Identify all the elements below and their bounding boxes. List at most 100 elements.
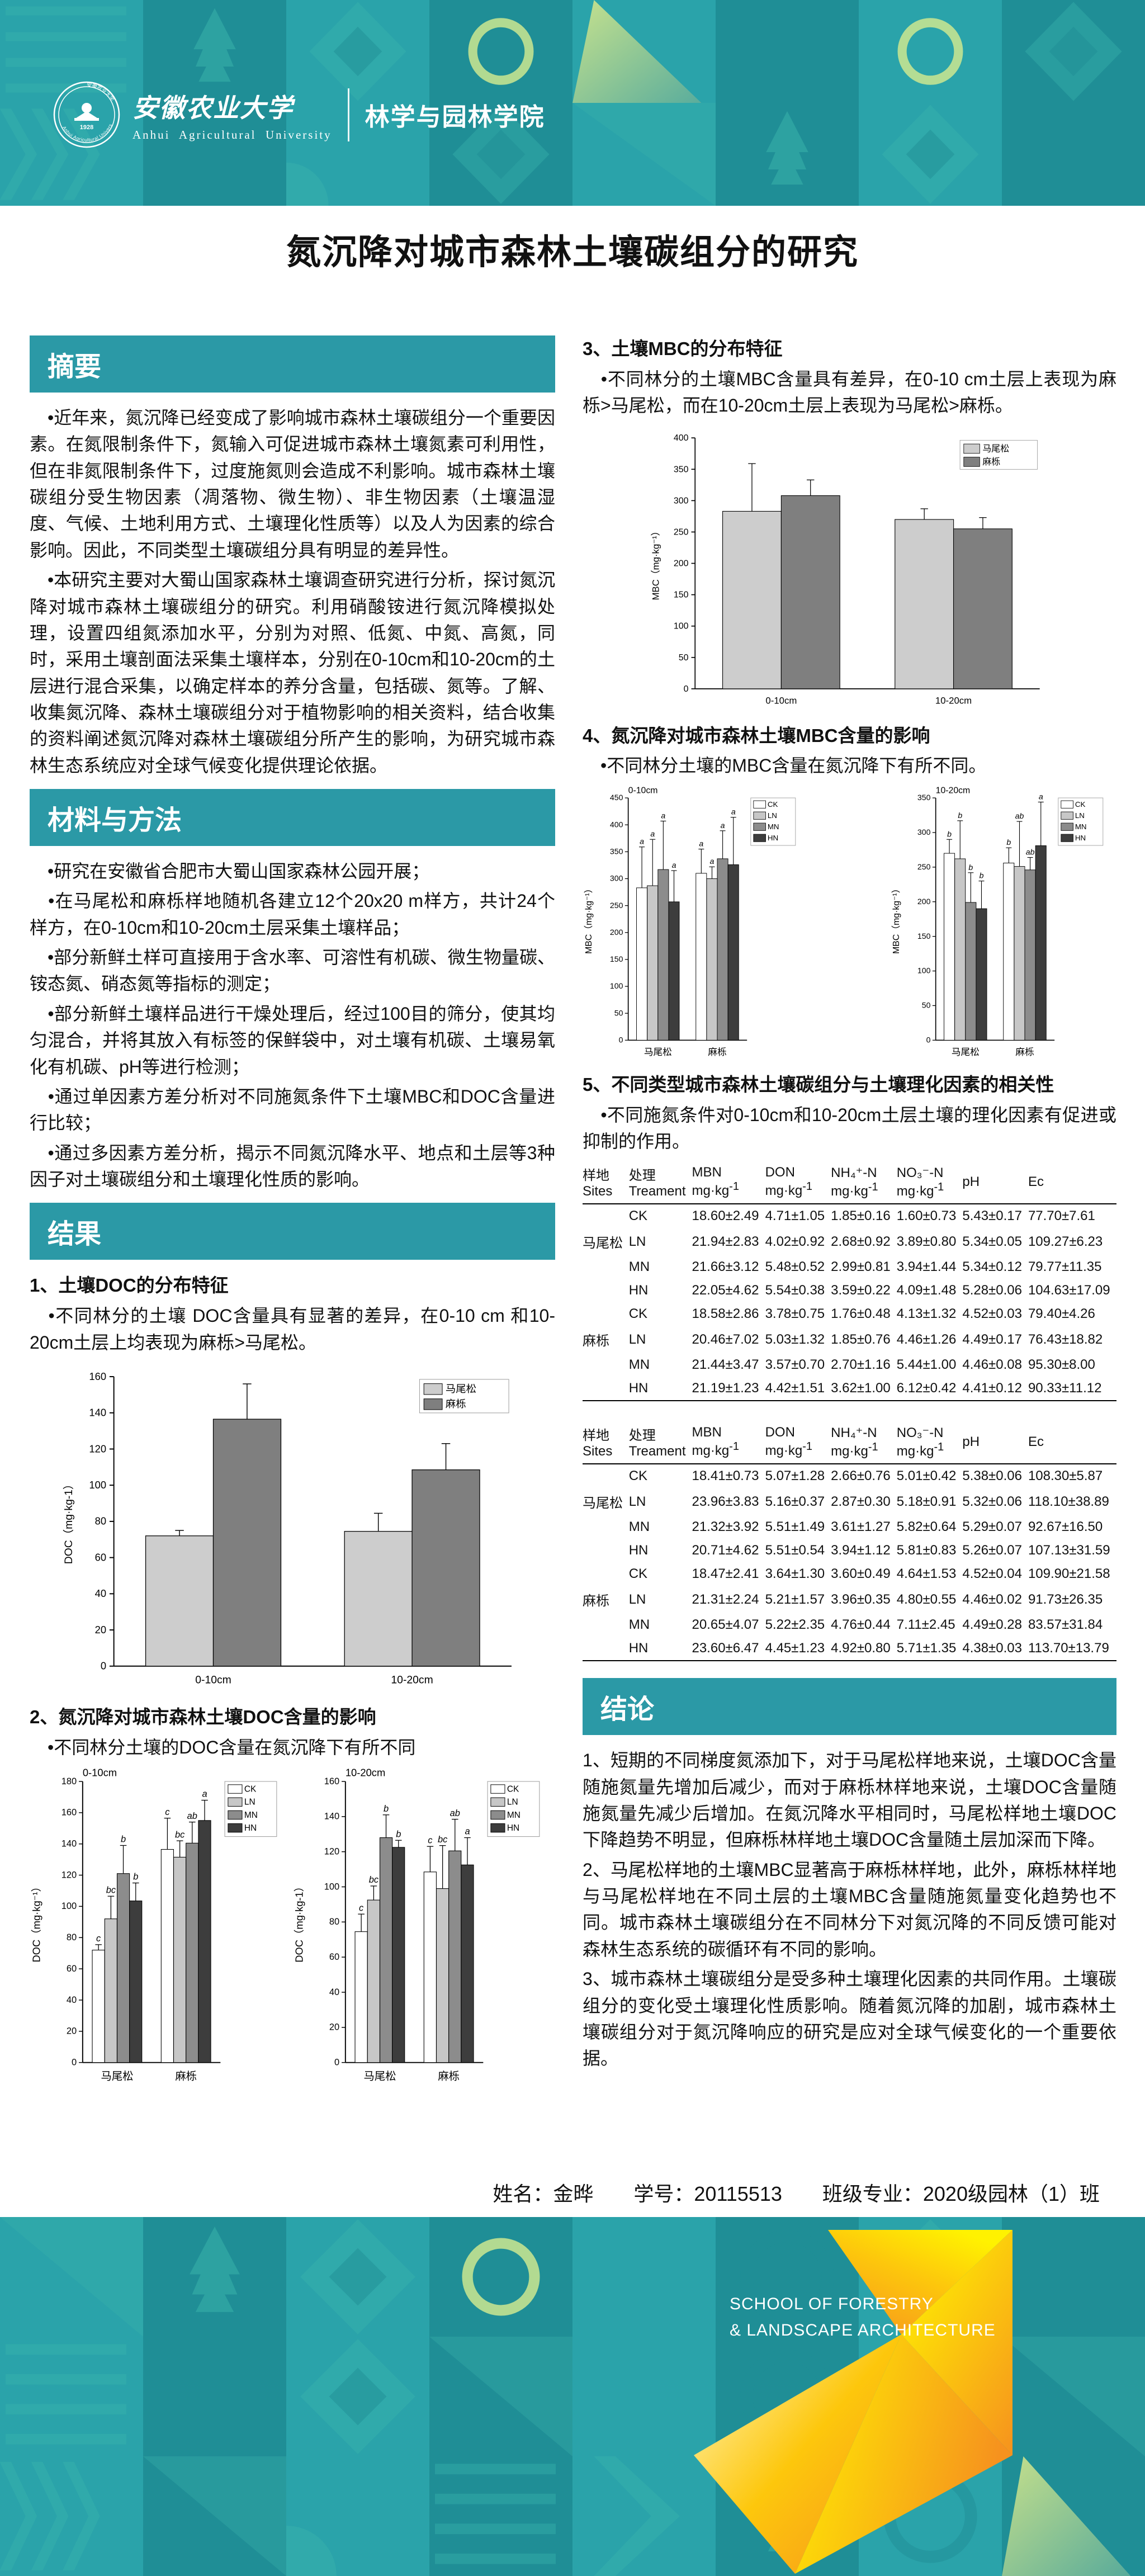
svg-text:HN: HN	[1075, 834, 1086, 842]
svg-text:100: 100	[89, 1479, 106, 1491]
svg-text:安徽农业大学: 安徽农业大学	[87, 82, 116, 102]
svg-text:100: 100	[673, 621, 688, 631]
svg-text:麻栎: 麻栎	[446, 1398, 466, 1410]
svg-text:0: 0	[334, 2058, 339, 2068]
svg-text:ab: ab	[450, 1808, 460, 1818]
svg-text:马尾松: 马尾松	[101, 2071, 134, 2083]
svg-text:400: 400	[673, 433, 688, 443]
svg-text:b: b	[133, 1872, 138, 1882]
svg-text:MBC（mg·kg⁻¹）: MBC（mg·kg⁻¹）	[891, 884, 901, 953]
svg-text:ab: ab	[1026, 848, 1035, 857]
svg-text:50: 50	[614, 1009, 623, 1018]
svg-text:50: 50	[922, 1001, 931, 1010]
svg-text:CK: CK	[768, 800, 778, 809]
svg-text:DOC（mg·kg-1）: DOC（mg·kg-1）	[63, 1478, 75, 1564]
svg-text:0-10cm: 0-10cm	[765, 695, 797, 706]
svg-text:100: 100	[61, 1901, 77, 1911]
svg-text:马尾松: 马尾松	[446, 1383, 476, 1395]
svg-text:c: c	[165, 1807, 170, 1817]
svg-text:HN: HN	[768, 834, 778, 842]
svg-text:CK: CK	[1075, 800, 1086, 809]
svg-text:a: a	[721, 821, 725, 830]
svg-text:MN: MN	[244, 1811, 258, 1820]
svg-text:c: c	[428, 1835, 433, 1845]
svg-text:100: 100	[324, 1882, 339, 1892]
svg-text:麻栎: 麻栎	[708, 1047, 726, 1057]
svg-text:MBC（mg·kg⁻¹）: MBC（mg·kg⁻¹）	[584, 884, 594, 953]
svg-text:DOC（mg·kg⁻¹）: DOC（mg·kg⁻¹）	[30, 1882, 42, 1962]
svg-text:LN: LN	[507, 1798, 518, 1807]
svg-text:b: b	[968, 863, 973, 872]
svg-text:160: 160	[61, 1808, 77, 1818]
svg-text:50: 50	[678, 653, 688, 662]
svg-text:MBC（mg·kg⁻¹）: MBC（mg·kg⁻¹）	[650, 526, 661, 600]
svg-text:40: 40	[67, 1995, 77, 2005]
svg-text:b: b	[384, 1804, 389, 1814]
svg-text:80: 80	[67, 1932, 77, 1942]
svg-text:HN: HN	[507, 1823, 519, 1833]
svg-text:160: 160	[89, 1370, 106, 1382]
svg-text:0: 0	[619, 1036, 623, 1044]
svg-text:a: a	[1039, 792, 1043, 801]
svg-text:120: 120	[89, 1443, 106, 1454]
svg-text:b: b	[947, 830, 952, 839]
svg-text:ab: ab	[1015, 812, 1024, 821]
svg-text:60: 60	[95, 1551, 106, 1563]
svg-text:0: 0	[926, 1036, 931, 1044]
svg-text:MN: MN	[1075, 823, 1087, 831]
svg-text:c: c	[359, 1903, 364, 1913]
svg-text:SCHOOL OF FORESTRY: SCHOOL OF FORESTRY	[730, 2295, 934, 2313]
svg-text:1928: 1928	[80, 124, 93, 131]
svg-text:MN: MN	[768, 823, 779, 831]
svg-text:180: 180	[61, 1776, 77, 1786]
svg-text:300: 300	[673, 496, 688, 505]
svg-text:马尾松: 马尾松	[982, 443, 1009, 453]
svg-text:a: a	[202, 1789, 207, 1799]
svg-text:100: 100	[917, 966, 931, 975]
svg-text:120: 120	[61, 1870, 77, 1880]
svg-text:麻栎: 麻栎	[982, 457, 1000, 467]
svg-text:麻栎: 麻栎	[175, 2071, 197, 2083]
svg-text:20: 20	[329, 2022, 339, 2033]
svg-text:CK: CK	[244, 1784, 257, 1794]
svg-text:140: 140	[324, 1812, 339, 1822]
svg-text:120: 120	[324, 1847, 339, 1857]
svg-text:b: b	[121, 1835, 126, 1845]
svg-text:150: 150	[673, 590, 688, 599]
svg-text:bc: bc	[106, 1885, 116, 1896]
svg-text:40: 40	[95, 1587, 106, 1599]
svg-text:b: b	[1006, 838, 1011, 847]
svg-text:10-20cm: 10-20cm	[935, 695, 971, 706]
svg-text:马尾松: 马尾松	[952, 1047, 980, 1057]
svg-text:100: 100	[610, 982, 623, 991]
svg-text:0: 0	[683, 684, 688, 693]
svg-text:150: 150	[917, 932, 931, 941]
svg-text:140: 140	[89, 1406, 106, 1418]
svg-text:20: 20	[67, 2026, 77, 2036]
svg-text:a: a	[710, 857, 715, 866]
svg-text:LN: LN	[768, 811, 777, 820]
svg-text:350: 350	[610, 847, 623, 856]
svg-text:a: a	[650, 830, 655, 839]
svg-text:200: 200	[610, 928, 623, 937]
svg-text:CK: CK	[507, 1784, 519, 1794]
svg-text:60: 60	[67, 1964, 77, 1974]
svg-text:250: 250	[917, 863, 931, 872]
svg-text:c: c	[96, 1934, 101, 1944]
svg-text:a: a	[465, 1827, 470, 1837]
svg-text:0-10cm: 0-10cm	[628, 786, 658, 795]
svg-text:350: 350	[917, 793, 931, 802]
svg-text:a: a	[672, 861, 676, 870]
svg-text:200: 200	[917, 897, 931, 906]
svg-text:& LANDSCAPE ARCHITECTURE: & LANDSCAPE ARCHITECTURE	[730, 2321, 996, 2339]
svg-text:0-10cm: 0-10cm	[83, 1766, 117, 1778]
svg-text:140: 140	[61, 1839, 77, 1849]
svg-text:LN: LN	[244, 1798, 256, 1807]
svg-text:150: 150	[610, 955, 623, 964]
svg-text:10-20cm: 10-20cm	[346, 1766, 385, 1778]
svg-text:ab: ab	[187, 1811, 197, 1821]
svg-text:60: 60	[329, 1952, 339, 1962]
svg-text:160: 160	[324, 1776, 339, 1786]
svg-text:10-20cm: 10-20cm	[391, 1674, 433, 1686]
svg-text:300: 300	[610, 874, 623, 883]
